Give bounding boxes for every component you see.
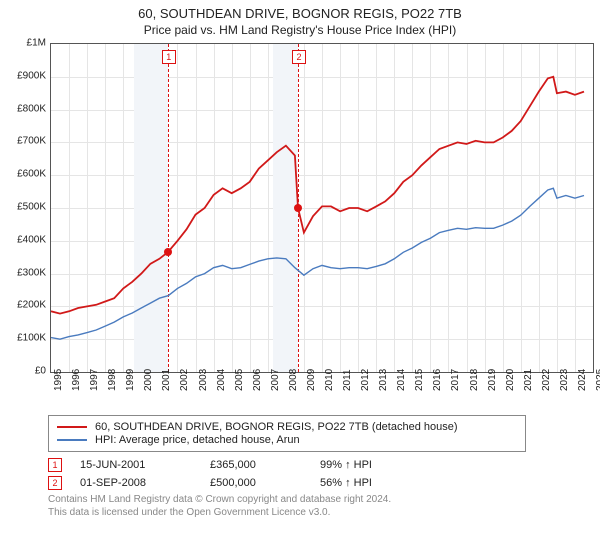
y-axis-label: £700K (0, 136, 46, 147)
x-axis-label: 2001 (161, 369, 172, 391)
y-axis-label: £400K (0, 234, 46, 245)
x-axis-label: 2025 (595, 369, 600, 391)
legend-label: 60, SOUTHDEAN DRIVE, BOGNOR REGIS, PO22 … (95, 421, 458, 433)
x-axis-label: 2023 (559, 369, 570, 391)
legend-swatch (57, 426, 87, 428)
y-axis-label: £1M (0, 38, 46, 49)
x-axis-label: 2012 (360, 369, 371, 391)
price-chart: 12 £0£100K£200K£300K£400K£500K£600K£700K… (50, 43, 594, 393)
x-axis-label: 2019 (487, 369, 498, 391)
x-axis-label: 2008 (288, 369, 299, 391)
x-axis-label: 2016 (432, 369, 443, 391)
y-axis-label: £100K (0, 333, 46, 344)
x-axis-label: 2015 (414, 369, 425, 391)
x-axis-label: 2010 (324, 369, 335, 391)
x-axis-label: 1996 (71, 369, 82, 391)
footer-line1: Contains HM Land Registry data © Crown c… (48, 494, 600, 507)
x-axis-label: 2011 (342, 369, 353, 391)
x-axis-label: 2014 (396, 369, 407, 391)
legend-item: 60, SOUTHDEAN DRIVE, BOGNOR REGIS, PO22 … (57, 421, 517, 433)
x-axis-label: 2000 (143, 369, 154, 391)
y-axis-label: £900K (0, 70, 46, 81)
footer-line2: This data is licensed under the Open Gov… (48, 507, 600, 520)
x-axis-label: 2022 (541, 369, 552, 391)
footer-text: Contains HM Land Registry data © Crown c… (48, 494, 600, 519)
x-axis-label: 2020 (505, 369, 516, 391)
event-pct: 99% ↑ HPI (320, 459, 430, 471)
event-date: 15-JUN-2001 (80, 459, 210, 471)
x-axis-label: 2003 (198, 369, 209, 391)
x-axis-label: 2005 (234, 369, 245, 391)
y-axis-label: £800K (0, 103, 46, 114)
legend-item: HPI: Average price, detached house, Arun (57, 434, 517, 446)
y-axis-label: £200K (0, 300, 46, 311)
x-axis-label: 2009 (306, 369, 317, 391)
event-pct: 56% ↑ HPI (320, 477, 430, 489)
event-date: 01-SEP-2008 (80, 477, 210, 489)
y-axis-label: £0 (0, 366, 46, 377)
x-axis-label: 2018 (469, 369, 480, 391)
series-property (51, 77, 584, 314)
event-number-box: 1 (48, 458, 62, 472)
x-axis-label: 1999 (125, 369, 136, 391)
price-paid-dot-2 (294, 204, 302, 212)
event-table: 1 15-JUN-2001£365,00099% ↑ HPI 2 01-SEP-200… (48, 458, 600, 490)
event-row: 2 01-SEP-2008£500,00056% ↑ HPI (48, 476, 600, 490)
x-axis-label: 2002 (179, 369, 190, 391)
y-axis-label: £300K (0, 267, 46, 278)
x-axis-label: 2004 (216, 369, 227, 391)
legend-label: HPI: Average price, detached house, Arun (95, 434, 300, 446)
x-axis-label: 2024 (577, 369, 588, 391)
x-axis-label: 1997 (89, 369, 100, 391)
event-number-box: 2 (48, 476, 62, 490)
x-axis-label: 2007 (270, 369, 281, 391)
x-axis-label: 1995 (53, 369, 64, 391)
x-axis-label: 2006 (252, 369, 263, 391)
event-row: 1 15-JUN-2001£365,00099% ↑ HPI (48, 458, 600, 472)
x-axis-label: 1998 (107, 369, 118, 391)
event-price: £500,000 (210, 477, 320, 489)
x-axis-label: 2017 (450, 369, 461, 391)
x-axis-label: 2013 (378, 369, 389, 391)
chart-legend: 60, SOUTHDEAN DRIVE, BOGNOR REGIS, PO22 … (48, 415, 526, 452)
x-axis-label: 2021 (523, 369, 534, 391)
y-axis-label: £500K (0, 202, 46, 213)
event-price: £365,000 (210, 459, 320, 471)
page-title: 60, SOUTHDEAN DRIVE, BOGNOR REGIS, PO22 … (0, 6, 600, 21)
page-subtitle: Price paid vs. HM Land Registry's House … (0, 23, 600, 37)
price-paid-dot-1 (164, 248, 172, 256)
legend-swatch (57, 439, 87, 441)
y-axis-label: £600K (0, 169, 46, 180)
